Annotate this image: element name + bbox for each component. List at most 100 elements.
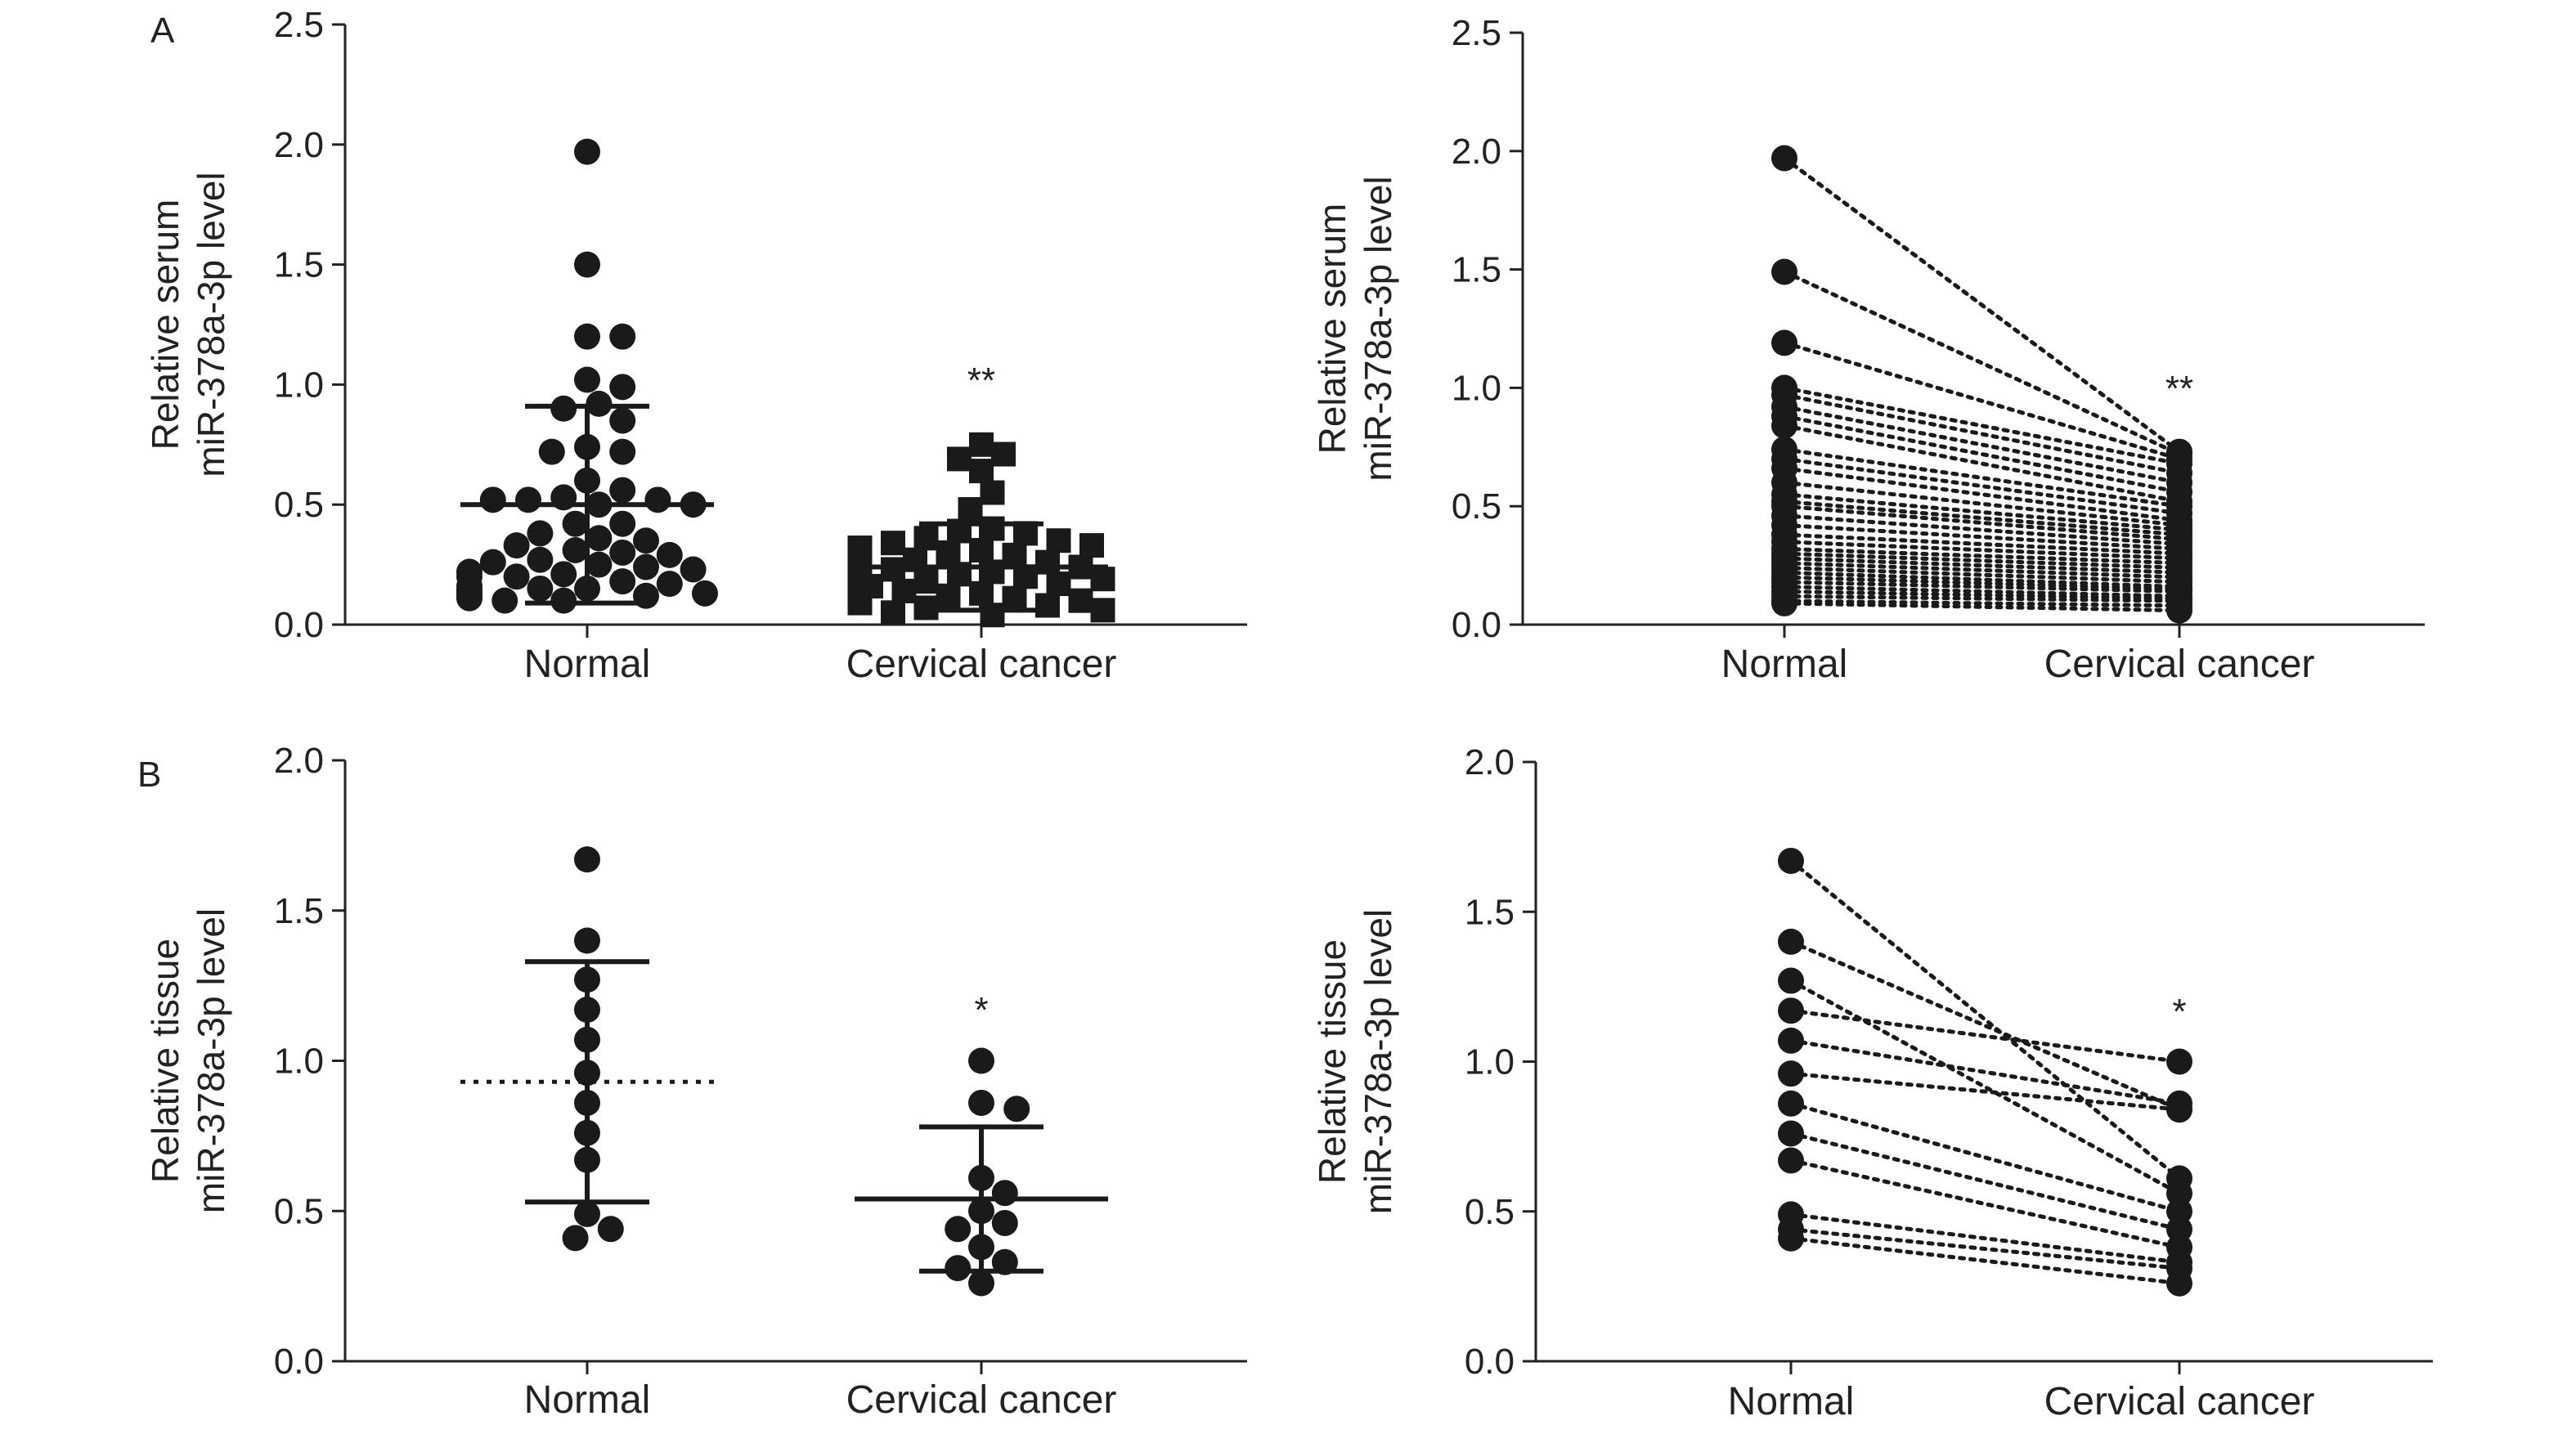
- data-point: [968, 1270, 994, 1297]
- y-tick-label: 0.5: [274, 485, 324, 525]
- significance-mark: *: [2172, 992, 2186, 1032]
- y-tick-label: 1.5: [274, 891, 324, 931]
- data-point-cancer: [2166, 1096, 2192, 1123]
- data-point: [609, 568, 636, 595]
- y-axis-title-line: miR-378a-3p level: [190, 908, 232, 1213]
- data-point-normal: [1778, 1090, 1804, 1117]
- data-point-cancer: [2166, 1180, 2192, 1207]
- data-point: [527, 520, 554, 547]
- data-point: [609, 374, 636, 401]
- data-point: [945, 1255, 972, 1282]
- data-point: [692, 580, 718, 607]
- data-point: [1090, 598, 1115, 623]
- paired-line: [1782, 522, 2182, 551]
- paired-line: [1788, 1131, 2182, 1232]
- data-point: [1035, 549, 1060, 575]
- x-category-label: Normal: [1721, 643, 1848, 686]
- paired-line: [1788, 1038, 2182, 1106]
- data-point-normal: [1778, 1120, 1804, 1147]
- chart-b-left: 0.0 0.5 1.0 1.5 2.0 Normal Cervical cancer Rela…: [144, 741, 1247, 1422]
- data-point: [562, 1225, 589, 1252]
- paired-line: [1782, 546, 2182, 566]
- data-point: [1002, 542, 1027, 567]
- paired-line: [1782, 570, 2182, 589]
- paired-line: [1788, 1227, 2182, 1270]
- y-axis-title-line: Relative tissue: [144, 939, 186, 1183]
- data-point-cancer: [2166, 1198, 2192, 1225]
- data-point: [1003, 1096, 1030, 1123]
- y-tick-label: 0.0: [1465, 1342, 1515, 1382]
- data-point: [479, 486, 506, 513]
- paired-line: [1782, 513, 2182, 547]
- y-tick-label: 1.5: [274, 245, 324, 285]
- x-category-label: Cervical cancer: [2044, 643, 2315, 686]
- data-point: [847, 590, 873, 616]
- data-point: [936, 583, 961, 608]
- data-point: [913, 526, 939, 551]
- paired-line: [1782, 447, 2182, 509]
- data-point: [980, 516, 1005, 541]
- chart-a-left: 0.0 0.5 1.0 1.5 2.0 2.5 Normal Cervical cancer R…: [144, 5, 1247, 686]
- data-point-normal: [1778, 1060, 1804, 1087]
- data-point: [574, 366, 600, 393]
- y-tick-label: 1.5: [1465, 892, 1515, 932]
- x-category-label: Normal: [524, 1378, 651, 1422]
- paired-line: [1782, 480, 2182, 527]
- data-point: [1068, 588, 1093, 613]
- y-tick-label: 2.0: [274, 125, 324, 165]
- x-category-label: Cervical cancer: [2044, 1380, 2315, 1423]
- x-category-label: Cervical cancer: [846, 643, 1117, 686]
- paired-line: [1782, 551, 2182, 570]
- y-tick-label: 2.5: [274, 5, 324, 45]
- panel-label-b: B: [137, 755, 161, 795]
- data-point: [1046, 571, 1071, 597]
- data-point: [550, 561, 577, 588]
- data-point: [1046, 528, 1071, 553]
- data-point: [980, 603, 1005, 628]
- y-axis-title: Relative serummiR-378a-3p level: [144, 172, 232, 477]
- data-point: [609, 438, 636, 465]
- paired-line: [1788, 1158, 2182, 1250]
- paired-line: [1782, 405, 2182, 485]
- paired-line: [1788, 939, 2182, 1112]
- paired-line: [1782, 456, 2182, 516]
- paired-line: [1782, 598, 2182, 608]
- data-point-normal: [1771, 258, 1797, 285]
- data-point-normal: [1778, 1225, 1804, 1252]
- data-point: [609, 539, 636, 566]
- data-point: [479, 549, 506, 576]
- data-point: [980, 480, 1005, 505]
- y-axis-title-line: miR-378a-3p level: [190, 172, 232, 477]
- paired-line: [1782, 580, 2182, 594]
- data-point: [586, 551, 613, 578]
- data-point-normal: [1778, 1027, 1804, 1054]
- y-tick-label: 2.0: [1465, 742, 1515, 782]
- y-tick-label: 0.0: [274, 605, 324, 645]
- paired-line: [1782, 589, 2182, 601]
- paired-line: [1782, 532, 2182, 556]
- data-point: [574, 251, 600, 278]
- data-point-normal: [1778, 847, 1804, 874]
- paired-line: [1782, 575, 2182, 592]
- data-point: [1090, 567, 1115, 592]
- data-point: [503, 532, 530, 559]
- data-point: [980, 559, 1005, 585]
- data-point-cancer: [2166, 1048, 2192, 1075]
- data-point: [633, 553, 659, 580]
- paired-line: [1782, 499, 2182, 537]
- data-point: [947, 446, 972, 472]
- paired-line: [1782, 155, 2182, 455]
- data-point: [644, 486, 671, 513]
- y-tick-label: 1.5: [1452, 250, 1501, 290]
- paired-line: [1782, 540, 2182, 561]
- data-point: [574, 323, 600, 350]
- y-axis-title-line: miR-378a-3p level: [1357, 909, 1399, 1214]
- data-point: [913, 569, 939, 594]
- y-tick-label: 2.0: [274, 741, 324, 781]
- data-point: [562, 510, 589, 537]
- data-point: [881, 531, 905, 556]
- data-point: [881, 600, 905, 625]
- x-category-label: Normal: [1728, 1380, 1855, 1423]
- data-point-normal: [1778, 1147, 1804, 1174]
